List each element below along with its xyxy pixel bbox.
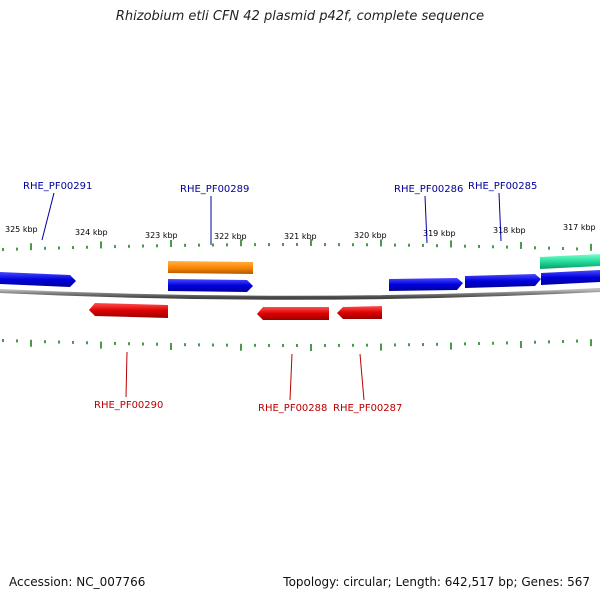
accession-text: Accession: NC_007766	[9, 575, 146, 589]
tick-label-323kbp: 323 kbp	[145, 231, 178, 240]
gene-label-rhe-pf00285[interactable]: RHE_PF00285	[468, 181, 537, 192]
gene-arrow-rhe-pf00291[interactable]	[0, 272, 76, 287]
tick-label-324kbp: 324 kbp	[75, 228, 108, 237]
feature-orange-block[interactable]	[168, 261, 253, 274]
leader-rhe-pf00285	[498, 192, 502, 242]
reverse-strand-genes	[89, 303, 382, 320]
tick-label-325kbp: 325 kbp	[5, 225, 38, 234]
gene-label-rhe-pf00289[interactable]: RHE_PF00289	[180, 184, 249, 195]
leader-rhe-pf00290	[125, 351, 128, 398]
outer-tick-row	[2, 239, 592, 252]
tick-label-319kbp: 319 kbp	[423, 229, 456, 238]
leader-rhe-pf00287	[359, 353, 365, 401]
label-leaders	[41, 192, 502, 401]
gene-arrow-rhe-pf00289[interactable]	[168, 279, 253, 292]
feature-green-block[interactable]	[540, 254, 600, 269]
tick-label-320kbp: 320 kbp	[354, 231, 387, 240]
gene-arrow-forward-6[interactable]	[541, 270, 600, 285]
forward-strand-genes	[0, 270, 600, 292]
gene-label-rhe-pf00287[interactable]: RHE_PF00287	[333, 403, 402, 414]
gene-arrow-rhe-pf00286[interactable]	[389, 278, 463, 291]
outer-features	[168, 254, 600, 274]
gene-arrow-rhe-pf00290[interactable]	[89, 303, 168, 318]
gene-label-rhe-pf00286[interactable]: RHE_PF00286	[394, 184, 463, 195]
plasmid-backbone	[0, 288, 600, 300]
leader-rhe-pf00291	[41, 192, 55, 241]
gene-label-rhe-pf00288[interactable]: RHE_PF00288	[258, 403, 327, 414]
topology-text: Topology: circular; Length: 642,517 bp; …	[283, 575, 590, 589]
gene-labels: RHE_PF00291 RHE_PF00289 RHE_PF00286 RHE_…	[23, 181, 537, 414]
tick-label-321kbp: 321 kbp	[284, 232, 317, 241]
inner-tick-row	[2, 338, 592, 351]
gene-label-rhe-pf00290[interactable]: RHE_PF00290	[94, 400, 163, 411]
gene-arrow-rhe-pf00288[interactable]	[257, 307, 329, 320]
leader-rhe-pf00288	[289, 353, 293, 401]
leader-rhe-pf00286	[424, 195, 428, 244]
gene-arrow-rhe-pf00287[interactable]	[337, 306, 382, 319]
tick-label-317kbp: 317 kbp	[563, 223, 596, 232]
gene-label-rhe-pf00291[interactable]: RHE_PF00291	[23, 181, 92, 192]
gene-arrow-rhe-pf00285[interactable]	[465, 274, 541, 288]
map-title: Rhizobium etli CFN 42 plasmid p42f, comp…	[115, 9, 485, 24]
tick-label-322kbp: 322 kbp	[214, 232, 247, 241]
tick-label-318kbp: 318 kbp	[493, 226, 526, 235]
kbp-tick-labels: 325 kbp 324 kbp 323 kbp 322 kbp 321 kbp …	[5, 223, 596, 241]
